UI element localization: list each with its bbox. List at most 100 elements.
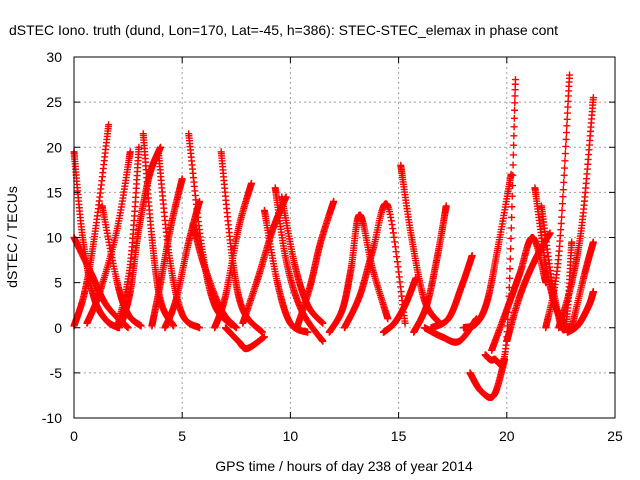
series-10 bbox=[154, 148, 204, 332]
y-tick-label: 15 bbox=[46, 184, 62, 200]
x-tick-label: 0 bbox=[70, 428, 78, 444]
data-point bbox=[304, 328, 312, 336]
data-point bbox=[557, 226, 565, 234]
data-point bbox=[559, 193, 567, 201]
series-17 bbox=[239, 193, 290, 327]
data-point bbox=[511, 92, 519, 100]
series-25 bbox=[397, 161, 444, 327]
data-point bbox=[401, 319, 409, 327]
data-point bbox=[170, 322, 178, 330]
series-8 bbox=[118, 143, 165, 327]
series-16 bbox=[221, 324, 268, 353]
data-point bbox=[556, 232, 564, 240]
data-point bbox=[124, 324, 132, 332]
data-point bbox=[511, 106, 519, 114]
data-point bbox=[319, 337, 327, 345]
data-point bbox=[546, 229, 554, 237]
data-point bbox=[510, 141, 518, 149]
y-tick-label: -10 bbox=[42, 410, 62, 426]
y-tick-label: 25 bbox=[46, 94, 62, 110]
data-point bbox=[507, 224, 515, 232]
data-point bbox=[384, 315, 392, 323]
series-28 bbox=[427, 252, 476, 332]
data-point bbox=[562, 129, 570, 137]
data-point bbox=[564, 109, 572, 117]
data-point bbox=[126, 148, 134, 156]
data-point bbox=[510, 114, 518, 122]
series-24 bbox=[379, 274, 420, 336]
series-18 bbox=[260, 206, 312, 336]
data-point bbox=[511, 99, 519, 107]
data-point bbox=[509, 171, 517, 179]
y-tick-label: -5 bbox=[50, 365, 63, 381]
data-point bbox=[232, 324, 240, 332]
data-point bbox=[568, 238, 576, 246]
series-15 bbox=[217, 148, 266, 336]
data-point bbox=[508, 203, 516, 211]
x-tick-label: 20 bbox=[499, 428, 515, 444]
x-tick-label: 10 bbox=[283, 428, 299, 444]
series-38 bbox=[563, 288, 597, 336]
data-point bbox=[561, 164, 569, 172]
data-point bbox=[589, 94, 597, 102]
data-point bbox=[558, 200, 566, 208]
y-tick-label: 0 bbox=[54, 320, 62, 336]
data-point bbox=[509, 182, 517, 190]
y-tick-label: 10 bbox=[46, 230, 62, 246]
plot-frame bbox=[73, 56, 616, 419]
data-point bbox=[563, 115, 571, 123]
x-tick-label: 5 bbox=[178, 428, 186, 444]
data-point bbox=[563, 122, 571, 130]
data-point bbox=[135, 143, 143, 151]
series-39 bbox=[568, 238, 597, 332]
y-tick-label: 5 bbox=[54, 275, 62, 291]
series-29 bbox=[460, 170, 515, 332]
data-point bbox=[506, 265, 514, 273]
data-point bbox=[557, 219, 565, 227]
series-31 bbox=[481, 76, 519, 368]
data-point bbox=[560, 178, 568, 186]
data-point bbox=[561, 157, 569, 165]
data-point bbox=[510, 123, 518, 131]
x-axis-label: GPS time / hours of day 238 of year 2014 bbox=[215, 458, 473, 474]
series-26 bbox=[410, 202, 450, 336]
series-21 bbox=[293, 197, 338, 332]
data-point bbox=[507, 245, 515, 253]
series-36 bbox=[542, 71, 574, 332]
series-19 bbox=[271, 184, 327, 345]
x-tick-label: 15 bbox=[391, 428, 407, 444]
data-point bbox=[506, 274, 514, 282]
y-axis-label: dSTEC / TECUs bbox=[4, 186, 20, 288]
data-point bbox=[558, 206, 566, 214]
data-point bbox=[137, 322, 145, 330]
data-point bbox=[508, 213, 516, 221]
series-37 bbox=[555, 94, 597, 332]
data-point bbox=[319, 319, 327, 327]
data-point bbox=[509, 161, 517, 169]
data-point bbox=[468, 252, 476, 260]
y-tick-label: 30 bbox=[46, 49, 62, 65]
data-point bbox=[507, 234, 515, 242]
ticks: 0 5 10 15 20 25 -10 -5 0 5 10 15 20 25 30 bbox=[42, 49, 623, 444]
data-point bbox=[105, 121, 113, 129]
series-32 bbox=[488, 233, 550, 354]
data-point bbox=[442, 202, 450, 210]
data-point bbox=[560, 171, 568, 179]
series-9 bbox=[148, 175, 186, 330]
plot-area bbox=[70, 71, 597, 401]
data-point bbox=[566, 71, 574, 79]
data-point bbox=[511, 76, 519, 84]
data-point bbox=[562, 142, 570, 150]
data-point bbox=[506, 255, 514, 263]
data-point bbox=[589, 238, 597, 246]
chart-title: dSTEC Iono. truth (dund, Lon=170, Lat=-4… bbox=[9, 22, 558, 38]
data-point bbox=[562, 135, 570, 143]
data-point bbox=[561, 150, 569, 158]
data-point bbox=[559, 186, 567, 194]
data-point bbox=[509, 151, 517, 159]
x-tick-label: 25 bbox=[607, 428, 623, 444]
data-point bbox=[508, 192, 516, 200]
data-point bbox=[196, 324, 204, 332]
data-point bbox=[589, 288, 597, 296]
